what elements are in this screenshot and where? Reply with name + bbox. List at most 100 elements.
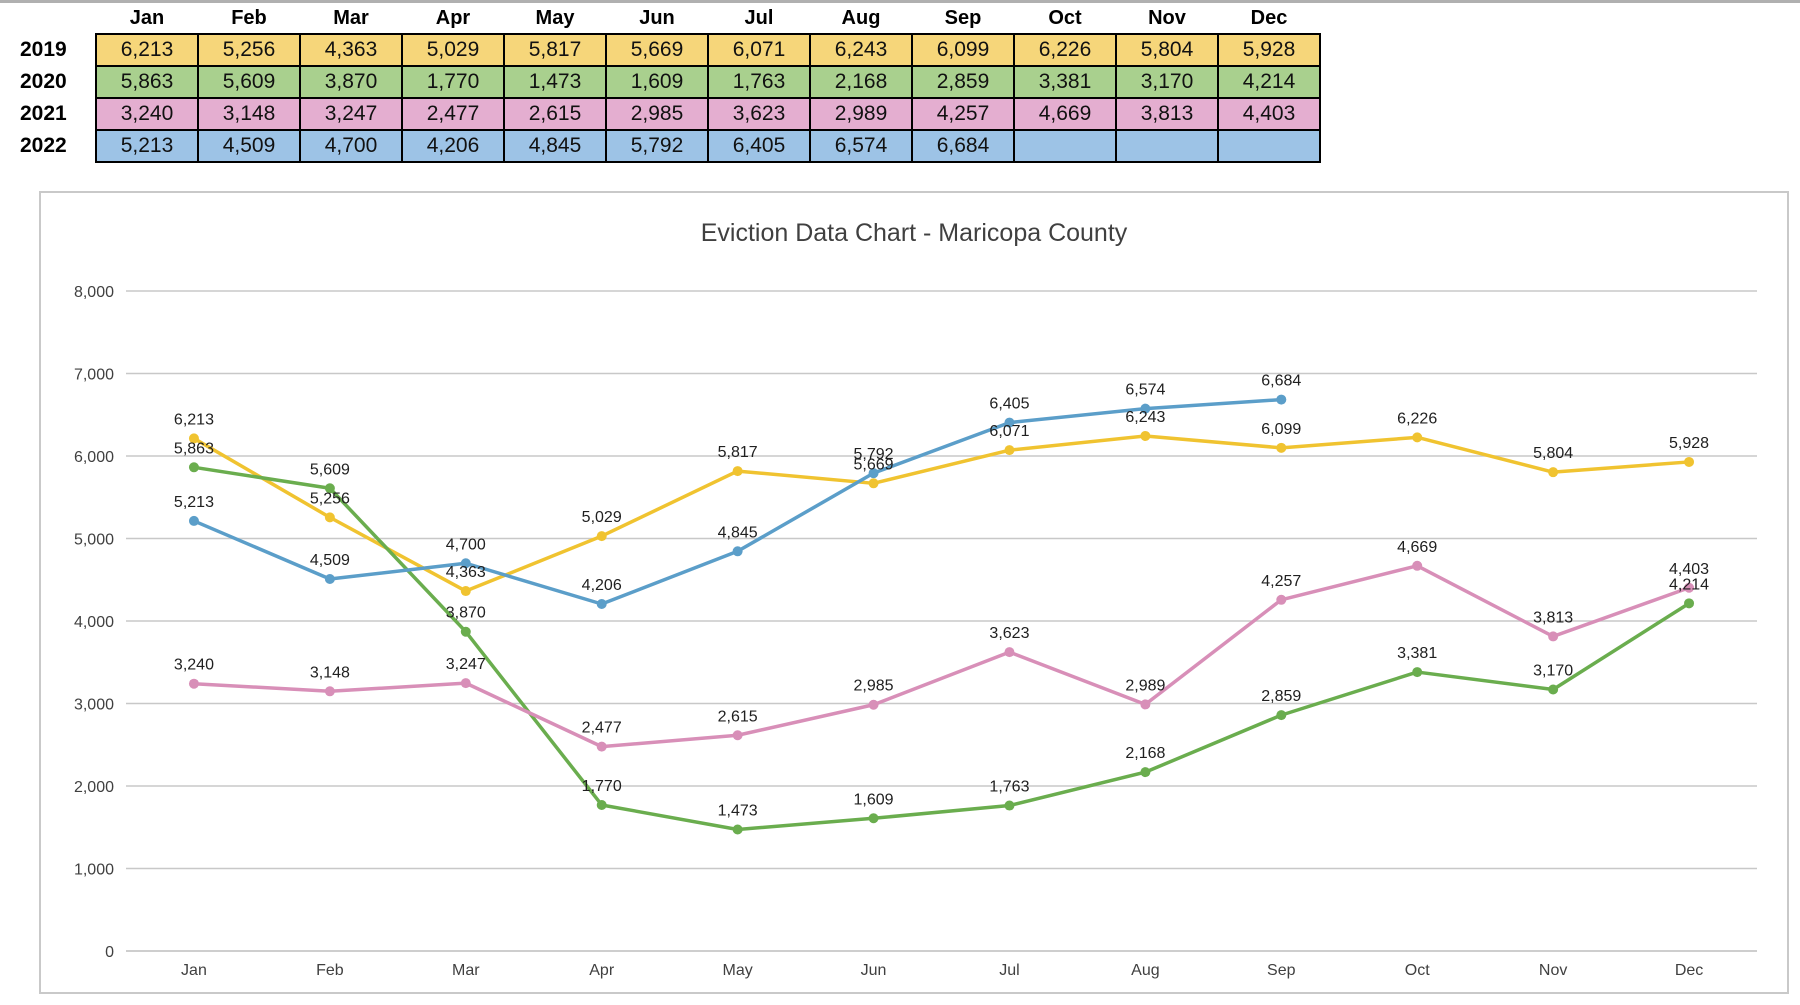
data-point-2020 bbox=[596, 799, 607, 810]
table-cell: 6,099 bbox=[911, 33, 1015, 67]
table-cell: 5,256 bbox=[197, 33, 301, 67]
data-label-2020: 1,609 bbox=[854, 791, 894, 808]
table-cell: 4,845 bbox=[503, 129, 607, 163]
data-point-2021 bbox=[732, 730, 743, 741]
table-cell: 5,804 bbox=[1115, 33, 1219, 67]
data-point-2020 bbox=[460, 626, 471, 637]
data-point-2019 bbox=[188, 433, 199, 444]
table-cell: 5,213 bbox=[95, 129, 199, 163]
table-cell: 2,989 bbox=[809, 97, 913, 131]
table-cell: 3,870 bbox=[299, 65, 403, 99]
series-line-2020 bbox=[193, 465, 1690, 832]
data-point-2019 bbox=[1412, 432, 1423, 443]
data-label-2020: 3,170 bbox=[1533, 662, 1573, 679]
table-cell: 3,148 bbox=[197, 97, 301, 131]
y-tick-label: 4,000 bbox=[74, 614, 114, 631]
data-label-2020: 5,863 bbox=[174, 440, 214, 457]
data-point-2020 bbox=[324, 483, 335, 494]
table-cell: 4,257 bbox=[911, 97, 1015, 131]
table-year-2022: 2022 bbox=[20, 134, 67, 157]
data-label-2020: 2,859 bbox=[1261, 688, 1301, 705]
table-cell: 6,071 bbox=[707, 33, 811, 67]
data-point-2022 bbox=[1004, 417, 1015, 428]
table-cell: 5,029 bbox=[401, 33, 505, 67]
data-label-2020: 3,381 bbox=[1397, 645, 1437, 662]
data-point-2022 bbox=[596, 599, 607, 610]
x-tick-label: Apr bbox=[589, 962, 615, 979]
data-label-2020: 3,870 bbox=[446, 605, 486, 622]
table-header-jun: Jun bbox=[639, 7, 675, 29]
table-cell: 4,214 bbox=[1217, 65, 1321, 99]
y-tick-label: 7,000 bbox=[74, 367, 114, 384]
series-line-2022 bbox=[193, 397, 1282, 606]
chart-container: Eviction Data Chart - Maricopa County 0 1… bbox=[39, 191, 1789, 994]
data-point-2022 bbox=[460, 558, 471, 569]
table-cell bbox=[1013, 129, 1117, 163]
data-point-2020 bbox=[1276, 710, 1287, 721]
y-tick-label: 6,000 bbox=[74, 449, 114, 466]
data-label-2021: 2,989 bbox=[1125, 677, 1165, 694]
data-label-2019: 5,256 bbox=[310, 490, 350, 507]
table-cell: 2,168 bbox=[809, 65, 913, 99]
x-tick-label: Feb bbox=[316, 962, 344, 979]
table-cell: 5,863 bbox=[95, 65, 199, 99]
table-cell: 6,243 bbox=[809, 33, 913, 67]
data-label-2021: 3,623 bbox=[989, 625, 1029, 642]
data-point-2019 bbox=[1140, 430, 1151, 441]
data-label-2022: 4,509 bbox=[310, 552, 350, 569]
table-cell: 6,213 bbox=[95, 33, 199, 67]
table-cell: 1,770 bbox=[401, 65, 505, 99]
x-tick-label: Oct bbox=[1405, 962, 1430, 979]
data-point-2020 bbox=[188, 462, 199, 473]
data-point-2021 bbox=[596, 741, 607, 752]
table-cell: 5,817 bbox=[503, 33, 607, 67]
x-axis-labels: Jan Feb Mar Apr May Jun Jul Aug Sep Oct Nov Dec bbox=[181, 962, 1703, 979]
x-tick-label: Sep bbox=[1267, 962, 1296, 979]
chart-series bbox=[188, 394, 1695, 835]
data-point-2021 bbox=[188, 678, 199, 689]
data-point-2021 bbox=[1412, 560, 1423, 571]
data-label-2021: 2,615 bbox=[718, 708, 758, 725]
data-point-2021 bbox=[1684, 582, 1695, 593]
table-cell: 2,615 bbox=[503, 97, 607, 131]
data-label-2020: 5,609 bbox=[310, 461, 350, 478]
table-cell: 6,684 bbox=[911, 129, 1015, 163]
eviction-data-table: 6,213 5,256 4,363 5,029 5,817 5,669 6,071 6,243… bbox=[95, 33, 1321, 163]
top-divider bbox=[0, 0, 1800, 3]
data-point-2019 bbox=[1684, 456, 1695, 467]
table-header-dec: Dec bbox=[1250, 7, 1288, 29]
data-point-2021 bbox=[1276, 594, 1287, 605]
x-tick-label: May bbox=[723, 962, 753, 979]
data-label-2022: 6,405 bbox=[989, 396, 1029, 413]
data-point-2020 bbox=[1548, 684, 1559, 695]
data-point-2019 bbox=[460, 586, 471, 597]
data-point-2020 bbox=[1004, 800, 1015, 811]
data-point-2020 bbox=[868, 813, 879, 824]
x-tick-label: Aug bbox=[1131, 962, 1159, 979]
data-point-2022 bbox=[1276, 394, 1287, 405]
x-tick-label: Mar bbox=[452, 962, 480, 979]
data-labels: 6,213 5,256 4,363 5,029 5,817 5,669 6,071 6,243… bbox=[174, 373, 1709, 820]
data-label-2019: 5,928 bbox=[1669, 435, 1709, 452]
data-point-2019 bbox=[1004, 445, 1015, 456]
table-header-sep: Sep bbox=[944, 7, 982, 29]
table-cell: 1,763 bbox=[707, 65, 811, 99]
table-header-feb: Feb bbox=[231, 7, 267, 29]
table-year-2021: 2021 bbox=[20, 102, 67, 125]
table-cell: 1,473 bbox=[503, 65, 607, 99]
table-cell: 6,574 bbox=[809, 129, 913, 163]
data-label-2021: 2,477 bbox=[582, 720, 622, 737]
data-point-2020 bbox=[1140, 767, 1151, 778]
table-header-apr: Apr bbox=[435, 7, 471, 29]
series-line-2019 bbox=[193, 434, 1690, 593]
data-point-2021 bbox=[1140, 699, 1151, 710]
table-cell: 2,859 bbox=[911, 65, 1015, 99]
series-line-2021 bbox=[193, 564, 1690, 749]
x-tick-label: Dec bbox=[1675, 962, 1703, 979]
data-label-2021: 3,813 bbox=[1533, 609, 1573, 626]
x-tick-label: Jan bbox=[181, 962, 207, 979]
table-row: 6,213 5,256 4,363 5,029 5,817 5,669 6,071 6,243… bbox=[95, 33, 1321, 67]
data-point-2021 bbox=[324, 686, 335, 697]
data-label-2021: 4,403 bbox=[1669, 561, 1709, 578]
table-cell: 6,226 bbox=[1013, 33, 1117, 67]
